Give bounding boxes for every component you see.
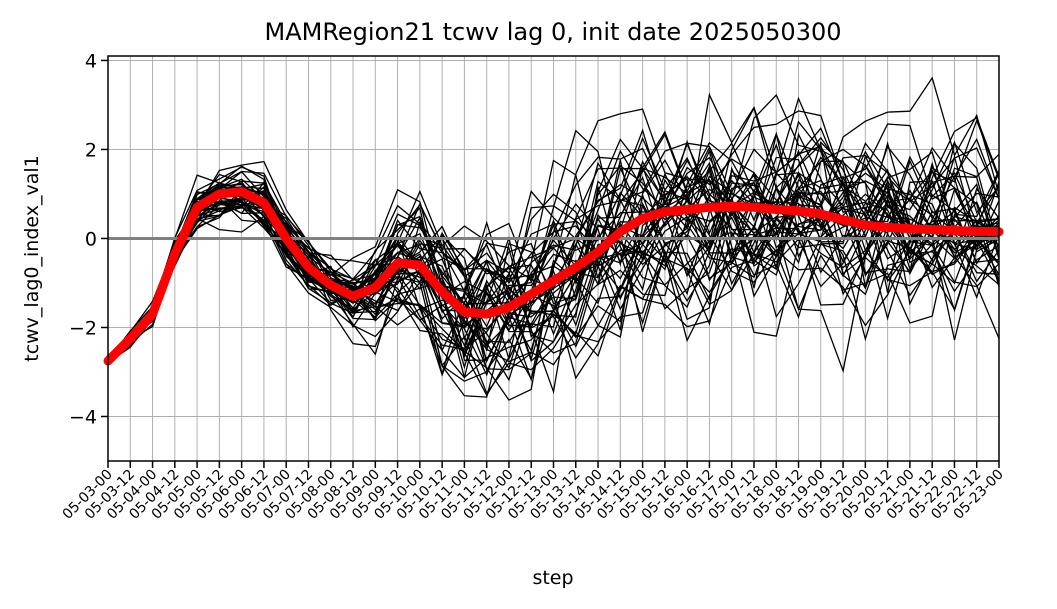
ensemble-member-line — [107, 128, 1000, 363]
y-tick-label: 4 — [85, 50, 97, 72]
ensemble-member-line — [107, 170, 1000, 362]
ensemble-mean-line — [103, 187, 1004, 366]
ensemble-member-line — [107, 161, 1000, 381]
ensemble-member-line — [107, 145, 1000, 377]
ensemble-member-line — [107, 164, 1000, 363]
x-axis: 05-03-0005-03-1205-04-0005-04-1205-05-00… — [60, 461, 1007, 523]
x-axis-label: step — [532, 567, 573, 589]
y-tick-label: 2 — [85, 139, 97, 161]
chart-title: MAMRegion21 tcwv lag 0, init date 202505… — [264, 18, 841, 46]
y-tick-label: −4 — [69, 406, 97, 428]
y-axis-label: tcwv_lag0_index_val1 — [21, 155, 43, 362]
ensemble-member-line — [107, 178, 1000, 382]
y-axis: −4 −2 0 2 4 — [69, 50, 108, 428]
y-tick-label: 0 — [85, 228, 97, 250]
y-tick-label: −2 — [69, 317, 97, 339]
ensemble-member-line — [107, 171, 1000, 370]
